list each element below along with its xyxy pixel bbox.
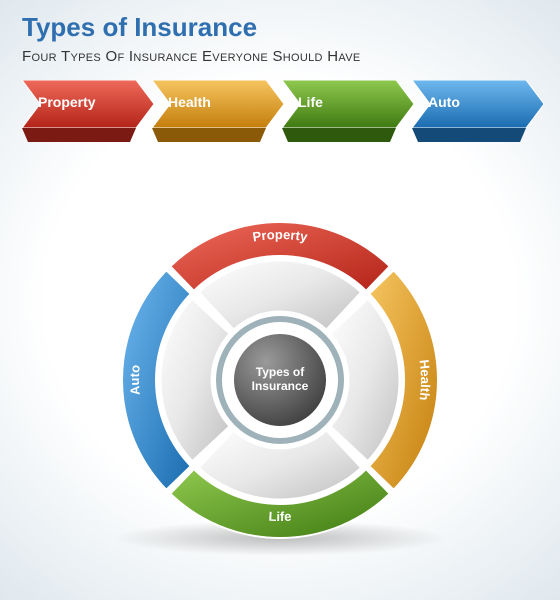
ring-segment-chart: PropertyHealthLifeAutoTypes ofInsurance	[120, 220, 440, 540]
arrow-segment: Life	[282, 80, 414, 128]
arrow-depth	[22, 128, 538, 142]
page-title: Types of Insurance	[22, 12, 257, 43]
arrow-segment: Auto	[412, 80, 544, 128]
arrow-chevron-bar: Property Health Life Auto	[22, 80, 538, 154]
arrow-segment: Property	[22, 80, 154, 128]
arrow-label: Life	[298, 94, 323, 110]
arrow-segment: Health	[152, 80, 284, 128]
arrow-label: Property	[38, 94, 96, 110]
ring-label: Property	[251, 227, 309, 245]
arrow-label: Auto	[428, 94, 460, 110]
page-subtitle: Four Types Of Insurance Everyone Should …	[22, 48, 360, 65]
arrow-label: Health	[168, 94, 211, 110]
center-label: Types ofInsurance	[120, 366, 440, 394]
